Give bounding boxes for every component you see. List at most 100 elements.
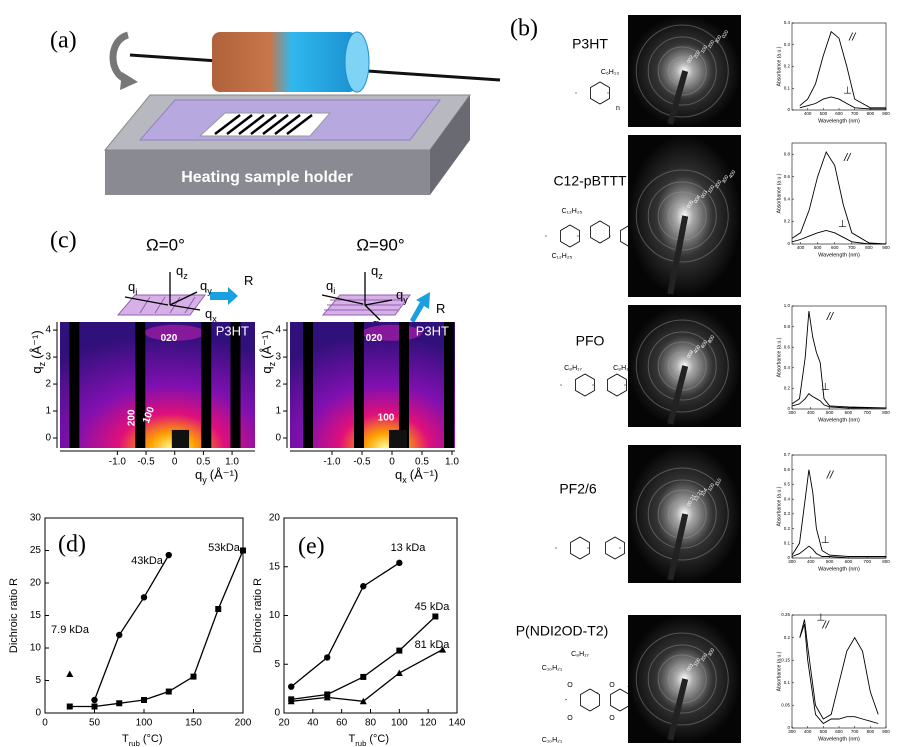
detector-gap bbox=[69, 322, 79, 448]
symbol: q bbox=[200, 278, 207, 293]
symbol: q bbox=[259, 366, 274, 373]
y-tick-label: 0.2 bbox=[784, 219, 791, 224]
subscript: y bbox=[202, 475, 207, 485]
marker bbox=[116, 632, 122, 638]
marker bbox=[191, 674, 197, 680]
perpendicular-symbol: ⊥ bbox=[843, 86, 852, 97]
y-tick-label: 10 bbox=[269, 610, 281, 621]
beam-stop bbox=[172, 430, 189, 448]
marker bbox=[240, 548, 246, 554]
y-tick-label: 0.25 bbox=[781, 612, 790, 617]
substituent: O bbox=[567, 682, 573, 689]
symbol: q bbox=[176, 263, 183, 278]
y-tick-label: 1.0 bbox=[784, 303, 791, 308]
x-tick-label: 800 bbox=[865, 245, 873, 250]
detector-gap bbox=[354, 322, 364, 448]
marker bbox=[92, 704, 98, 710]
y-tick-label: 20 bbox=[269, 513, 281, 524]
x-tick-label: 0 bbox=[42, 718, 48, 729]
x-tick-label: 900 bbox=[882, 729, 890, 734]
x-tick-label: 0 bbox=[389, 457, 395, 468]
y-tick-label: 0.2 bbox=[784, 526, 791, 531]
unit: (°C) bbox=[369, 733, 389, 745]
polymer-name: PF2/6 bbox=[559, 481, 597, 497]
x-tick-label: 40 bbox=[307, 718, 319, 729]
symbol: q bbox=[371, 263, 378, 278]
x-tick-label: 600 bbox=[845, 410, 853, 415]
x-axis-label: Wavelength (nm) bbox=[818, 118, 860, 124]
y-axis-label: Dichroic ratio R bbox=[252, 578, 264, 653]
panel-label: (c) bbox=[50, 228, 77, 254]
x-tick-label: 0.5 bbox=[415, 457, 429, 468]
x-tick-label: -1.0 bbox=[323, 457, 341, 468]
y-tick-label: 0.6 bbox=[784, 344, 791, 349]
marker bbox=[166, 689, 172, 695]
marker bbox=[288, 683, 294, 689]
x-axis-label: Wavelength (nm) bbox=[818, 417, 860, 423]
schematic-label: qz bbox=[176, 263, 188, 281]
subscript: rub bbox=[355, 739, 366, 747]
panel-label: (e) bbox=[298, 534, 325, 560]
axis-label: Trub(°C) bbox=[349, 733, 390, 747]
x-tick-label: -0.5 bbox=[137, 457, 155, 468]
x-tick-label: 20 bbox=[278, 718, 290, 729]
spectrum-line bbox=[792, 394, 886, 408]
spectrum-line bbox=[792, 470, 886, 557]
marker bbox=[141, 697, 147, 703]
y-axis-label: Dichroic ratio R bbox=[8, 578, 20, 653]
y-tick-label: 0.1 bbox=[784, 540, 791, 545]
y-tick-label: 0.05 bbox=[781, 703, 790, 708]
unit: (°C) bbox=[143, 733, 163, 745]
y-tick-label: 0.7 bbox=[784, 452, 791, 457]
unit: (Å⁻¹) bbox=[259, 330, 274, 359]
series-line bbox=[291, 617, 435, 700]
y-tick-label: 0 bbox=[45, 433, 51, 444]
y-tick-label: 4 bbox=[275, 325, 281, 336]
polymer-name: PFO bbox=[576, 333, 605, 349]
subscript: y bbox=[403, 295, 408, 305]
x-tick-label: 400 bbox=[804, 111, 812, 116]
x-tick-label: 80 bbox=[365, 718, 377, 729]
spectrum-line bbox=[792, 231, 886, 245]
y-tick-label: 25 bbox=[30, 545, 42, 556]
perpendicular-symbol: ⊥ bbox=[817, 613, 826, 624]
material-label: P3HT bbox=[416, 323, 449, 338]
material-label: P3HT bbox=[216, 323, 249, 338]
ring bbox=[571, 537, 590, 559]
y-tick-label: 30 bbox=[30, 513, 42, 524]
x-tick-label: 1.0 bbox=[225, 457, 239, 468]
x-tick-label: 500 bbox=[826, 559, 834, 564]
y-tick-label: 0.3 bbox=[784, 511, 791, 516]
y-tick-label: 0.2 bbox=[784, 64, 791, 69]
x-tick-label: 1.0 bbox=[445, 457, 459, 468]
subscript: z bbox=[378, 271, 383, 281]
schematic-label: R bbox=[436, 301, 445, 316]
schematic-label: qz bbox=[371, 263, 383, 281]
x-tick-label: -1.0 bbox=[109, 457, 127, 468]
beam-stop bbox=[389, 430, 407, 448]
marker bbox=[141, 594, 147, 600]
x-tick-label: 120 bbox=[420, 718, 437, 729]
y-tick-label: 0.2 bbox=[784, 635, 791, 640]
x-tick-label: 140 bbox=[449, 718, 466, 729]
x-tick-label: 700 bbox=[848, 245, 856, 250]
ring bbox=[611, 689, 630, 711]
x-tick-label: 400 bbox=[807, 559, 815, 564]
axis-label: qy(Å⁻¹) bbox=[195, 467, 238, 485]
detector-gap bbox=[135, 322, 145, 448]
substituent: C₁₂H₂₅ bbox=[562, 208, 583, 215]
substituent: O bbox=[609, 715, 615, 722]
y-tick-label: 0.8 bbox=[784, 151, 791, 156]
marker bbox=[215, 606, 221, 612]
schematic-label: qx bbox=[205, 306, 217, 324]
substituent: C₆H₁₃ bbox=[601, 69, 619, 76]
y-tick-label: 2 bbox=[275, 379, 281, 390]
substituent: O bbox=[609, 682, 615, 689]
spectrum-frame bbox=[792, 23, 886, 110]
y-axis-label: Absorbance (a.u.) bbox=[776, 46, 782, 86]
ring bbox=[606, 537, 625, 559]
series-label: 81 kDa bbox=[415, 639, 451, 651]
y-tick-label: 0.4 bbox=[784, 20, 791, 25]
x-tick-label: 600 bbox=[835, 729, 843, 734]
y-tick-label: 20 bbox=[30, 578, 42, 589]
